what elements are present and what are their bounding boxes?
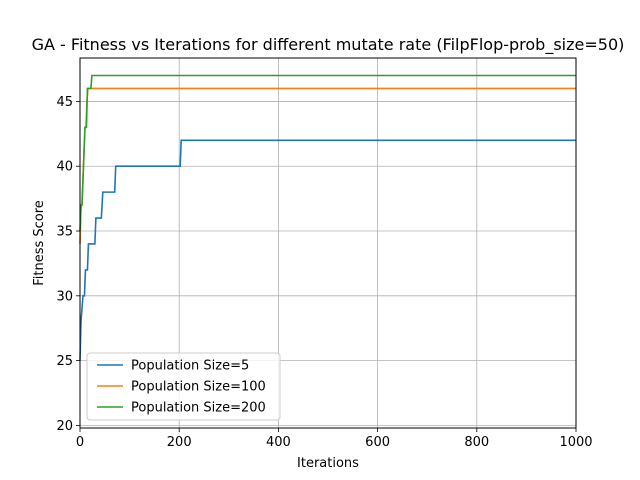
y-tick-label: 30: [56, 289, 73, 304]
chart-title: GA - Fitness vs Iterations for different…: [32, 35, 625, 55]
y-tick-label: 35: [56, 225, 73, 240]
series-line-2: [79, 74, 576, 232]
x-tick-label: 400: [266, 435, 291, 450]
y-axis-ticks: 20 25 30 35 40 45: [56, 95, 80, 434]
legend-label-1: Population Size=100: [131, 380, 266, 395]
x-axis-ticks: 0 200 400 600 800 1000: [76, 428, 593, 450]
series-lines: [79, 74, 576, 361]
y-axis-label: Fitness Score: [32, 200, 47, 286]
y-tick-label: 40: [56, 160, 73, 175]
x-tick-label: 0: [76, 435, 84, 450]
legend-label-0: Population Size=5: [131, 359, 249, 374]
legend: Population Size=5 Population Size=100 Popu…: [86, 352, 281, 421]
x-tick-label: 600: [365, 435, 390, 450]
legend-label-2: Population Size=200: [131, 401, 266, 416]
y-tick-label: 25: [56, 354, 73, 369]
x-axis-label: Iterations: [297, 456, 359, 471]
y-tick-label: 45: [56, 95, 73, 110]
y-tick-label: 20: [56, 419, 73, 434]
series-line-0: [79, 139, 576, 361]
legend-box: [86, 352, 281, 421]
x-tick-label: 1000: [559, 435, 592, 450]
x-tick-label: 200: [167, 435, 192, 450]
plot-frame: [79, 57, 577, 429]
x-tick-label: 800: [464, 435, 489, 450]
